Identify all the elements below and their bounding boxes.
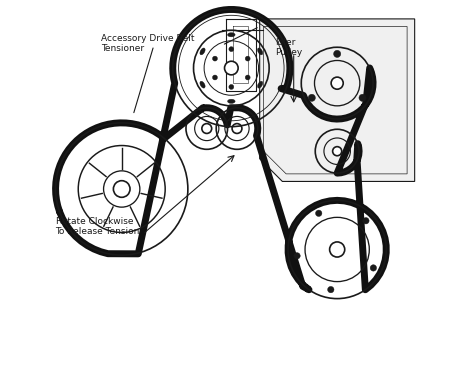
Circle shape	[329, 242, 345, 257]
Ellipse shape	[228, 99, 235, 104]
Ellipse shape	[200, 48, 205, 55]
Ellipse shape	[257, 81, 263, 88]
Circle shape	[212, 75, 218, 80]
Text: Accessory Drive Belt
Tensioner: Accessory Drive Belt Tensioner	[101, 34, 194, 53]
Circle shape	[294, 253, 300, 259]
Polygon shape	[260, 19, 415, 181]
Ellipse shape	[200, 81, 205, 88]
Text: Rotate Clockwise
To Release Tension: Rotate Clockwise To Release Tension	[55, 217, 140, 237]
Circle shape	[113, 181, 130, 197]
Circle shape	[245, 56, 250, 61]
Ellipse shape	[257, 48, 263, 55]
Circle shape	[245, 75, 250, 80]
Circle shape	[229, 47, 234, 51]
Circle shape	[308, 94, 315, 101]
Circle shape	[232, 124, 242, 133]
Circle shape	[333, 147, 342, 156]
Circle shape	[202, 124, 212, 133]
Circle shape	[370, 265, 376, 271]
Circle shape	[225, 61, 238, 75]
Circle shape	[212, 56, 218, 61]
Circle shape	[331, 77, 343, 89]
Ellipse shape	[228, 33, 235, 37]
Circle shape	[363, 218, 369, 224]
Circle shape	[229, 85, 234, 90]
Circle shape	[334, 50, 341, 57]
Text: Idler
Pulley: Idler Pulley	[275, 38, 302, 57]
Circle shape	[316, 210, 322, 217]
Circle shape	[328, 287, 334, 293]
Circle shape	[359, 94, 366, 101]
